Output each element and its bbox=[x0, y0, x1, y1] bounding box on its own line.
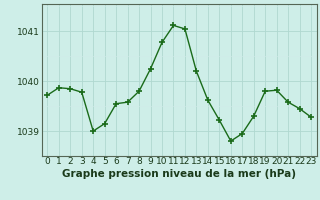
X-axis label: Graphe pression niveau de la mer (hPa): Graphe pression niveau de la mer (hPa) bbox=[62, 169, 296, 179]
